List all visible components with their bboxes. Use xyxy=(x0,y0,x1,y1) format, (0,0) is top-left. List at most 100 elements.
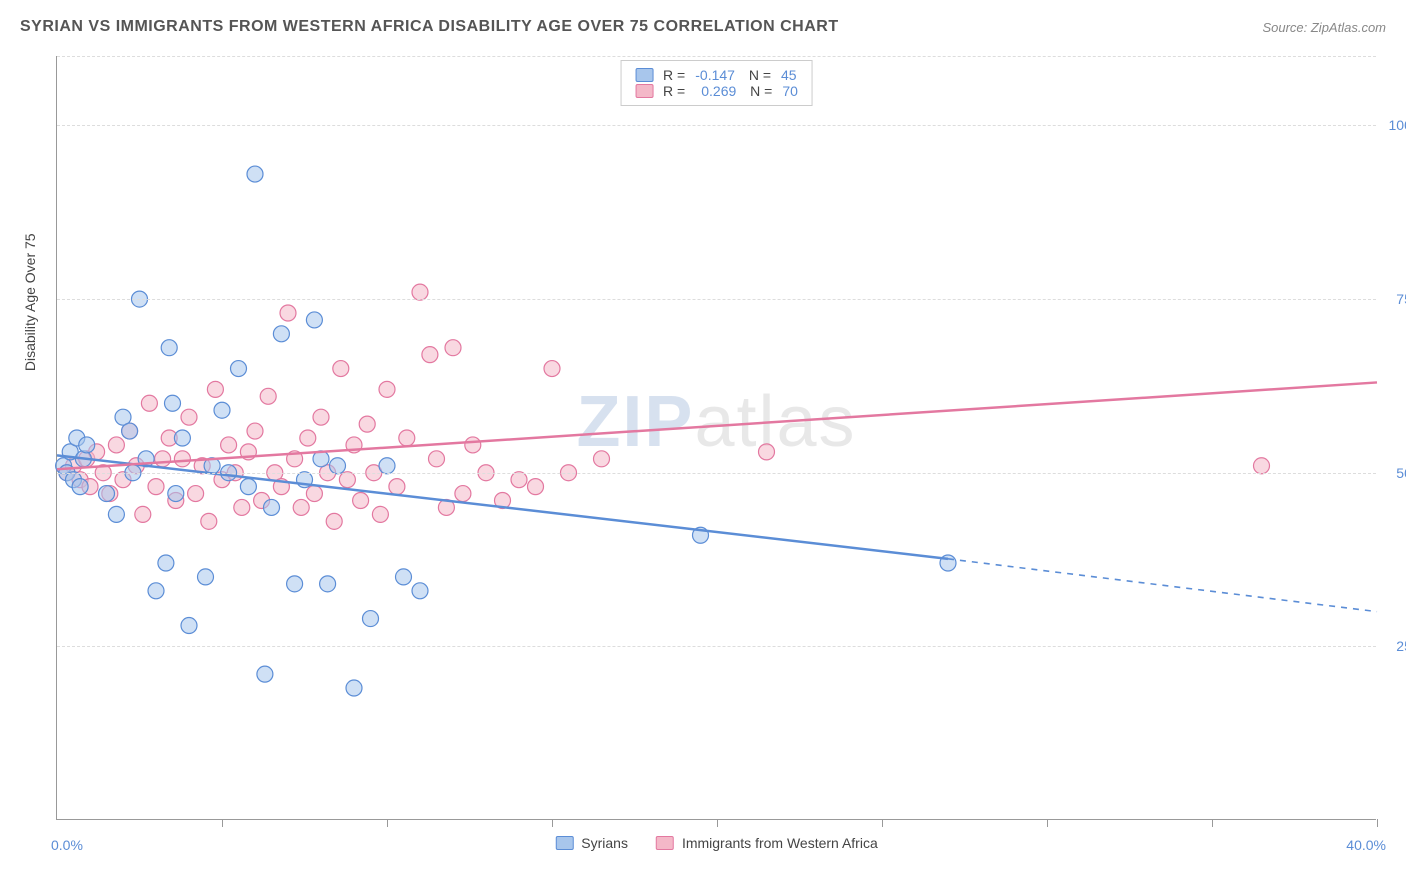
x-max-label: 40.0% xyxy=(1346,837,1386,853)
data-point xyxy=(231,361,247,377)
data-point xyxy=(99,486,115,502)
data-point xyxy=(389,479,405,495)
data-point xyxy=(280,305,296,321)
gridline-h xyxy=(57,473,1376,474)
x-tick xyxy=(1377,819,1378,827)
data-point xyxy=(594,451,610,467)
gridline-h xyxy=(57,56,1376,57)
swatch-icon xyxy=(656,836,674,850)
x-tick xyxy=(882,819,883,827)
data-point xyxy=(158,555,174,571)
data-point xyxy=(155,451,171,467)
data-point xyxy=(353,493,369,509)
plot-area: ZIPatlas R =-0.147 N =45 R =0.269 N =70 … xyxy=(56,56,1376,820)
data-point xyxy=(148,583,164,599)
y-axis-label: Disability Age Over 75 xyxy=(22,233,38,371)
x-tick xyxy=(222,819,223,827)
data-point xyxy=(339,472,355,488)
data-point xyxy=(257,666,273,682)
data-point xyxy=(79,437,95,453)
data-point xyxy=(544,361,560,377)
data-point xyxy=(465,437,481,453)
swatch-icon xyxy=(635,84,653,98)
data-point xyxy=(333,361,349,377)
legend-row-syrians: R =-0.147 N =45 xyxy=(635,67,798,83)
data-point xyxy=(181,409,197,425)
data-point xyxy=(135,506,151,522)
data-point xyxy=(455,486,471,502)
x-tick xyxy=(387,819,388,827)
data-point xyxy=(240,479,256,495)
data-point xyxy=(330,458,346,474)
chart-title: SYRIAN VS IMMIGRANTS FROM WESTERN AFRICA… xyxy=(20,18,839,36)
data-point xyxy=(412,284,428,300)
gridline-h xyxy=(57,299,1376,300)
x-zero-label: 0.0% xyxy=(51,837,83,853)
data-point xyxy=(188,486,204,502)
source-label: Source: ZipAtlas.com xyxy=(1262,20,1386,35)
data-point xyxy=(293,499,309,515)
y-tick-label: 50.0% xyxy=(1386,465,1406,481)
data-point xyxy=(260,388,276,404)
data-point xyxy=(363,611,379,627)
data-point xyxy=(108,437,124,453)
data-point xyxy=(174,451,190,467)
data-point xyxy=(174,430,190,446)
legend-correlation: R =-0.147 N =45 R =0.269 N =70 xyxy=(620,60,813,106)
data-point xyxy=(422,347,438,363)
data-point xyxy=(313,409,329,425)
swatch-icon xyxy=(555,836,573,850)
data-point xyxy=(247,166,263,182)
data-point xyxy=(306,486,322,502)
data-point xyxy=(214,402,230,418)
data-point xyxy=(412,583,428,599)
y-tick-label: 100.0% xyxy=(1386,117,1406,133)
data-point xyxy=(207,381,223,397)
legend-item-wafrica: Immigrants from Western Africa xyxy=(656,835,878,851)
data-point xyxy=(326,513,342,529)
data-point xyxy=(396,569,412,585)
data-point xyxy=(148,479,164,495)
data-point xyxy=(234,499,250,515)
x-tick xyxy=(717,819,718,827)
swatch-icon xyxy=(635,68,653,82)
data-point xyxy=(359,416,375,432)
data-point xyxy=(72,479,88,495)
data-point xyxy=(429,451,445,467)
legend-series: Syrians Immigrants from Western Africa xyxy=(555,835,877,851)
x-tick xyxy=(1212,819,1213,827)
data-point xyxy=(306,312,322,328)
data-point xyxy=(1254,458,1270,474)
data-point xyxy=(201,513,217,529)
data-point xyxy=(168,486,184,502)
y-tick-label: 25.0% xyxy=(1386,638,1406,654)
data-point xyxy=(320,576,336,592)
data-point xyxy=(247,423,263,439)
data-point xyxy=(346,680,362,696)
data-point xyxy=(759,444,775,460)
data-point xyxy=(287,576,303,592)
data-point xyxy=(379,381,395,397)
data-point xyxy=(528,479,544,495)
data-point xyxy=(273,326,289,342)
data-point xyxy=(141,395,157,411)
trend-line-dashed xyxy=(948,559,1377,612)
data-point xyxy=(445,340,461,356)
data-point xyxy=(108,506,124,522)
y-tick-label: 75.0% xyxy=(1386,291,1406,307)
data-point xyxy=(198,569,214,585)
gridline-h xyxy=(57,646,1376,647)
data-point xyxy=(372,506,388,522)
legend-row-wafrica: R =0.269 N =70 xyxy=(635,83,798,99)
legend-item-syrians: Syrians xyxy=(555,835,628,851)
data-point xyxy=(165,395,181,411)
data-point xyxy=(161,340,177,356)
data-point xyxy=(300,430,316,446)
x-tick xyxy=(1047,819,1048,827)
data-point xyxy=(399,430,415,446)
data-point xyxy=(122,423,138,439)
x-tick xyxy=(552,819,553,827)
data-point xyxy=(221,437,237,453)
data-point xyxy=(511,472,527,488)
data-point xyxy=(379,458,395,474)
